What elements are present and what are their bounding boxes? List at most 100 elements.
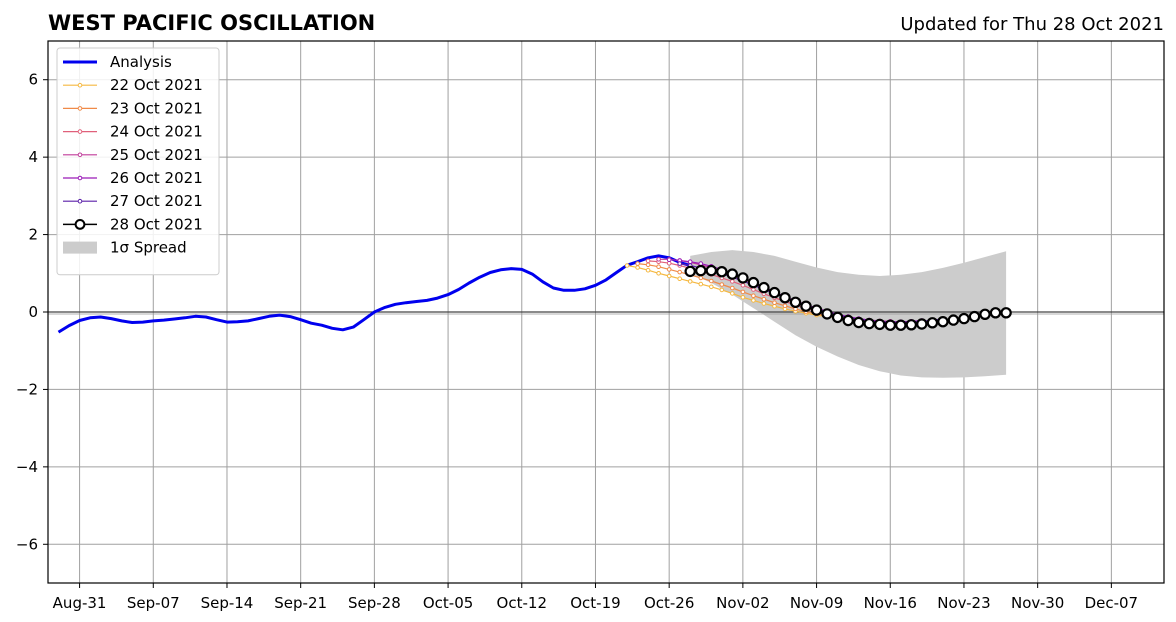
x-tick-label: Nov-30 [1011,594,1064,612]
y-tick-label: 2 [28,226,38,244]
forecast-point [831,311,844,324]
forecast-point [747,276,760,289]
forecast-point [740,289,746,295]
forecast-point [684,265,696,278]
x-tick-label: Nov-09 [790,594,843,612]
legend-item: 25 Oct 2021 [63,146,203,164]
x-tick-label: Nov-16 [864,594,917,612]
legend-marker [74,219,86,230]
forecast-point [905,319,918,331]
forecast-point [666,267,672,272]
analysis-line [57,254,691,334]
axes-frame [43,40,1165,588]
forecast-point [1000,307,1012,319]
forecast-point [709,284,714,290]
forecast-point [656,264,661,270]
legend-item: 22 Oct 2021 [63,76,203,94]
forecast-point [687,259,693,265]
forecast-point [979,308,991,320]
forecast-point [821,308,833,320]
y-tick-labels: 6 4 2 0 −2 −4 −6 [16,71,38,554]
legend-label: 28 Oct 2021 [110,215,203,233]
forecast-point [677,276,683,282]
forecast-point [666,273,672,279]
updated-label: Updated for Thu 28 Oct 2021 [900,14,1164,35]
forecast-point [677,261,683,266]
forecast-point [666,257,672,263]
forecast-point [730,285,735,291]
forecast-point [779,292,791,304]
forecast-point [937,316,949,328]
forecast-point [719,287,725,293]
forecast-point [989,307,1002,319]
x-tick-label: Nov-23 [937,594,990,612]
forecast-point [874,318,886,331]
forecast-point [695,264,707,277]
legend-marker [77,82,83,88]
legend-marker [77,175,83,181]
legend-box [56,47,220,276]
x-tick-label: Aug-31 [53,594,107,612]
y-tick-label: −2 [16,380,38,398]
series-0 [57,254,691,334]
forecast-point [656,257,661,262]
legend-item: 24 Oct 2021 [63,123,203,141]
forecast-point [842,314,854,327]
legend-label: 26 Oct 2021 [110,169,203,187]
x-tick-label: Sep-21 [274,594,327,612]
x-tick-label: Oct-05 [423,594,473,612]
legend-marker [77,106,83,111]
legend-label: Analysis [110,53,172,71]
forecast-point [758,281,770,294]
legend-marker [77,129,83,134]
x-tick-label: Sep-28 [348,594,401,612]
forecast-point [968,310,981,323]
forecast-point [645,267,651,273]
forecast-point [751,293,756,299]
forecast-point [730,279,735,284]
y-tick-label: 4 [28,148,38,166]
legend: Analysis 22 Oct 2021 23 Oct 2021 24 Oct 202… [56,47,220,276]
forecast-point [645,258,651,264]
forecast-point [761,296,767,302]
forecast-point [926,317,939,329]
y-tick-label: 0 [28,303,38,321]
y-tick-label: 6 [28,71,38,89]
forecast-point [800,300,812,312]
series-group [57,254,1012,334]
forecast-point [853,316,865,329]
x-tick-label: Oct-26 [644,594,694,612]
x-tick-label: Oct-12 [497,594,547,612]
forecast-point [705,264,718,277]
forecast-point [635,265,640,270]
forecast-point [916,318,928,330]
legend-label: 27 Oct 2021 [110,192,203,210]
legend-label: 1σ Spread [110,239,187,257]
forecast-point [863,317,875,330]
legend-swatch [63,241,97,254]
forecast-point [810,304,823,316]
legend-label: 22 Oct 2021 [110,76,203,94]
legend-marker [77,198,83,204]
y-tick-label: −6 [16,535,38,553]
chart-title: WEST PACIFIC OSCILLATION [48,11,375,35]
forecast-point [624,263,630,268]
forecast-point [656,271,661,276]
forecast-point [730,291,735,296]
x-tick-label: Sep-14 [201,594,254,612]
x-tick-label: Oct-19 [570,594,620,612]
series-7 [684,264,1012,331]
forecast-point [789,296,802,308]
forecast-point [677,269,683,275]
x-tick-label: Sep-07 [127,594,180,612]
forecast-point [761,301,767,306]
x-tick-labels: Aug-31 Sep-07 Sep-14 Sep-21 Sep-28 Oct-05 Oct-… [53,594,1138,612]
forecast-point [947,314,960,326]
forecast-point [719,282,725,287]
legend-label: 25 Oct 2021 [110,146,203,164]
y-tick-label: −4 [16,458,38,476]
forecast-point [740,283,746,288]
forecast-point [751,298,756,303]
